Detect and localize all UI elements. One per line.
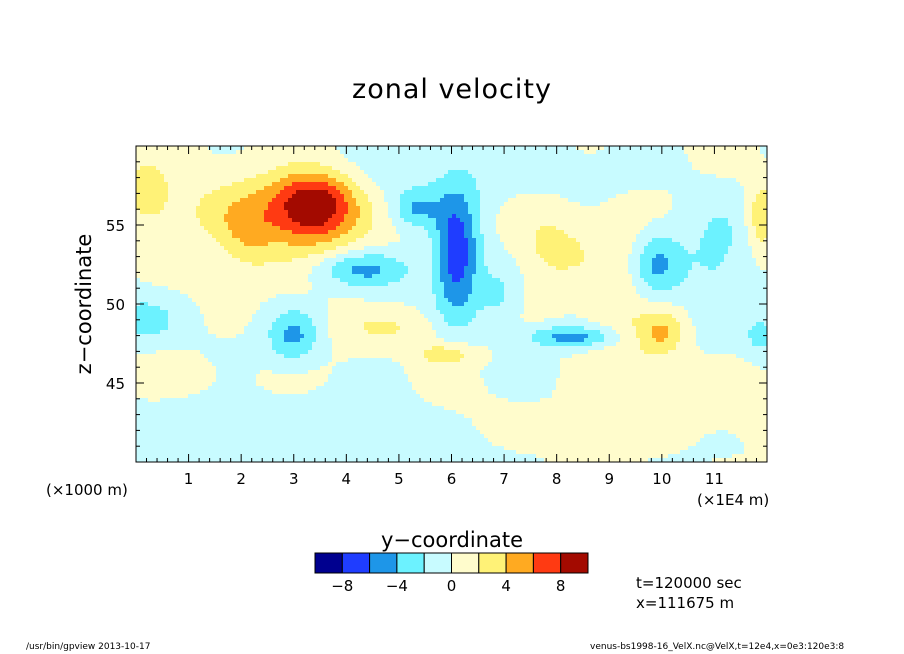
x-tick-label: 5 — [394, 470, 404, 488]
x-axis-scale-note: (×1E4 m) — [697, 491, 770, 509]
y-tick-label: 50 — [106, 296, 125, 314]
colorbar-swatch — [478, 552, 507, 574]
colorbar-tick-label: −4 — [386, 577, 408, 595]
x-tick-label: 11 — [705, 470, 724, 488]
chart-title: zonal velocity — [352, 74, 552, 105]
x-tick-label: 3 — [289, 470, 299, 488]
x-tick-label: 7 — [499, 470, 509, 488]
colorbar-swatch — [532, 552, 562, 574]
x-tick-label: 1 — [184, 470, 194, 488]
footer-file-info: venus-bs1998-16_VelX.nc@VelX,t=12e4,x=0e… — [590, 642, 845, 652]
footer-program-info: /usr/bin/gpview 2013-10-17 — [26, 642, 151, 652]
axis-ticks — [136, 146, 768, 462]
y-tick-label: 55 — [106, 217, 125, 235]
x-tick-label: 8 — [552, 470, 562, 488]
colorbar: −8 −4 0 4 8 — [314, 552, 589, 595]
colorbar-swatch — [560, 552, 589, 574]
x-tick-label: 9 — [604, 470, 614, 488]
colorbar-tick-label: 4 — [501, 577, 511, 595]
x-tick-label: 2 — [236, 470, 246, 488]
x-axis-label: y−coordinate — [380, 528, 524, 552]
colorbar-swatch — [369, 552, 398, 574]
x-tick-label: 6 — [447, 470, 457, 488]
contour-field — [136, 146, 767, 462]
colorbar-tick-label: 0 — [447, 577, 457, 595]
colorbar-tick-label: −8 — [331, 577, 353, 595]
colorbar-swatch — [423, 552, 453, 574]
colorbar-swatch — [314, 552, 343, 574]
y-axis-scale-note: (×1000 m) — [46, 481, 128, 499]
colorbar-swatch — [451, 552, 480, 574]
colorbar-swatch — [396, 552, 425, 574]
x-tick-label: 4 — [342, 470, 352, 488]
time-annotation: t=120000 sec — [636, 574, 742, 592]
x-tick-labels: 1 2 3 4 5 6 7 8 9 10 11 — [184, 470, 724, 488]
y-tick-labels: 45 50 55 — [106, 217, 125, 393]
x-tick-label: 10 — [652, 470, 671, 488]
y-tick-label: 45 — [106, 375, 125, 393]
colorbar-swatch — [341, 552, 371, 574]
x-position-annotation: x=111675 m — [636, 594, 735, 612]
colorbar-tick-label: 8 — [556, 577, 566, 595]
colorbar-swatch — [505, 552, 534, 574]
